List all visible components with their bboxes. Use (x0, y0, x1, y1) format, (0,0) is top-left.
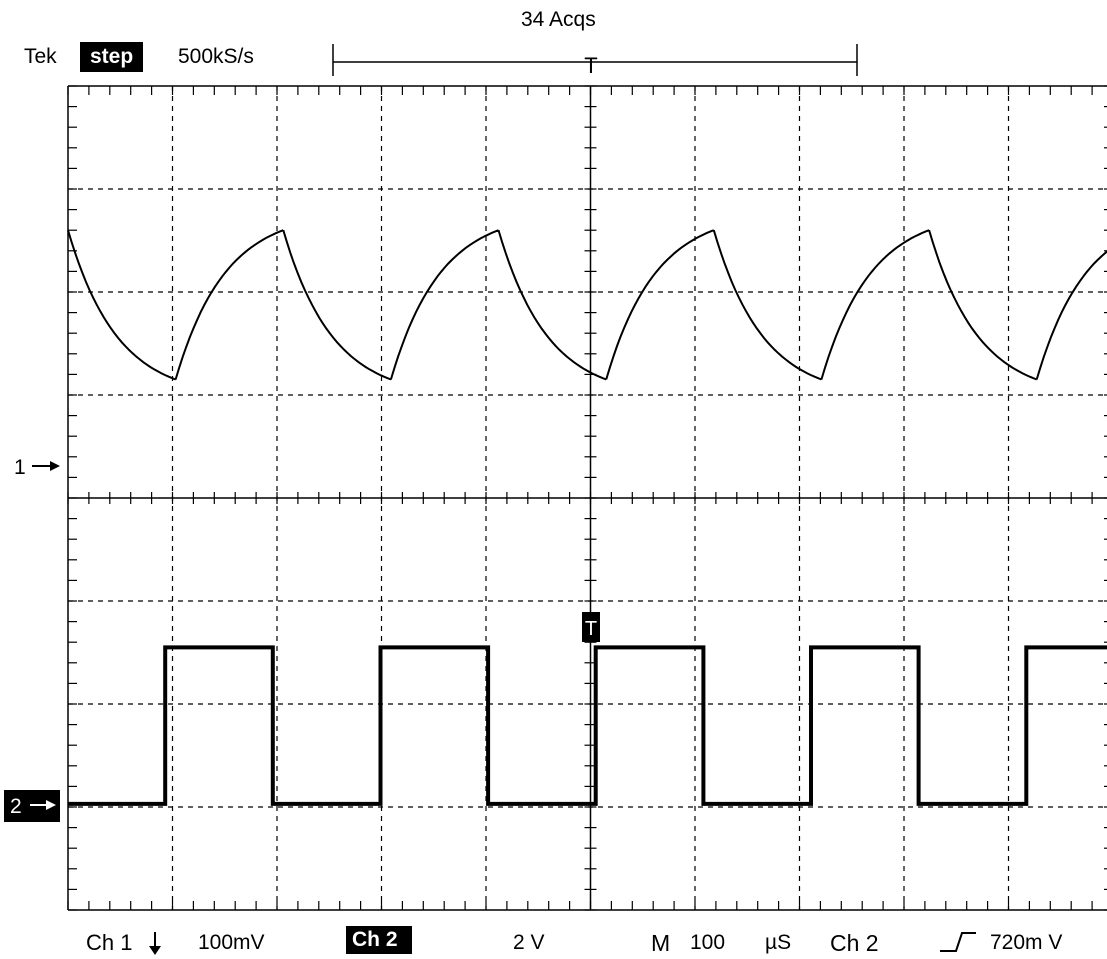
ch2-scale: 2 V (513, 931, 545, 954)
timebase-value: 100 (690, 931, 726, 954)
channel-2-marker-label: 2 (10, 795, 22, 818)
trigger-level-marker: T (582, 612, 600, 642)
timebase-prefix: M (651, 930, 671, 956)
channel-1-trace (67, 229, 1107, 381)
trigger-level: 720m V (990, 931, 1063, 954)
channel-2-trace (68, 645, 1107, 806)
timebase-unit: µS (765, 931, 792, 954)
brand-label: Tek (24, 45, 57, 68)
channel-1-ground-marker[interactable]: 1 (14, 456, 60, 479)
ch1-scale: 100mV (198, 931, 265, 954)
ch1-label[interactable]: Ch 1 (86, 930, 133, 955)
right-arrow-icon (50, 461, 60, 471)
right-arrow-icon (46, 800, 56, 810)
trigger-bracket-marker: T (584, 53, 597, 78)
ch2-selected-label[interactable]: Ch 2 (346, 926, 412, 954)
acquisition-count: 34 Acqs (521, 8, 596, 31)
rising-edge-icon (940, 932, 976, 952)
channel-1-marker-label: 1 (14, 456, 26, 479)
graticule (67, 85, 1107, 911)
down-arrow-icon (149, 932, 161, 955)
trigger-position-bracket: T (332, 44, 858, 78)
mode-badge[interactable]: step (80, 42, 144, 72)
trigger-marker-label: T (585, 618, 597, 640)
trigger-source: Ch 2 (830, 930, 879, 956)
sample-rate: 500kS/s (178, 45, 254, 68)
channel-2-ground-marker[interactable]: 2 (4, 790, 60, 822)
